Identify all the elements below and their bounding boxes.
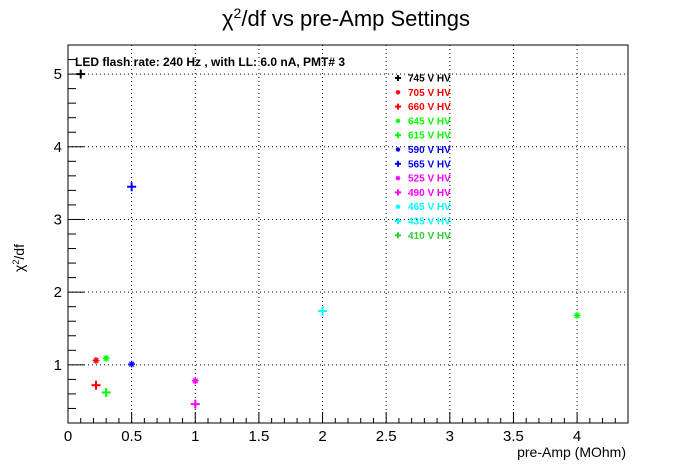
y-tick-label: 1 (54, 357, 62, 374)
x-axis-title: pre-Amp (MOhm) (517, 444, 626, 460)
data-point (573, 312, 581, 319)
legend-entry: 465 V HV (395, 202, 451, 213)
data-point-d2 (192, 378, 199, 384)
legend-marker (395, 218, 401, 224)
legend: 745 V HV 705 V HV 660 V HV 645 V HV 615 V HV… (395, 74, 451, 242)
legend-entry: 525 V HV (395, 174, 451, 185)
legend-label: 705 V HV (408, 88, 451, 99)
data-point (91, 380, 101, 390)
plot-area-frame (67, 44, 629, 424)
legend-label: 590 V HV (408, 145, 451, 156)
legend-label: 615 V HV (408, 131, 451, 142)
legend-entry: 660 V HV (395, 102, 451, 113)
y-tick-label: 2 (54, 284, 62, 301)
legend-entry: 590 V HV (395, 145, 451, 156)
data-point (102, 354, 110, 362)
chart-title: χ2/df vs pre-Amp Settings (222, 5, 470, 31)
legend-label: 525 V HV (408, 174, 451, 185)
data-point (318, 306, 328, 316)
legend-entry: 745 V HV (395, 74, 451, 85)
legend-marker (395, 118, 401, 124)
legend-entry: 705 V HV (395, 88, 451, 99)
x-tick-label: 1.5 (248, 428, 269, 445)
legend-marker (395, 75, 401, 81)
y-tick-label: 3 (54, 211, 62, 228)
data-point-d2 (103, 355, 109, 362)
legend-label: 565 V HV (408, 159, 451, 170)
data-point-d2 (128, 361, 135, 367)
data-point (101, 387, 111, 397)
x-tick-label: 2.5 (376, 428, 397, 445)
data-point (76, 69, 86, 79)
data-point-d2 (574, 312, 580, 319)
legend-marker (395, 90, 401, 95)
data-points (76, 69, 581, 409)
legend-marker (395, 232, 401, 239)
legend-marker-d2 (396, 176, 400, 181)
legend-label: 435 V HV (408, 217, 451, 228)
data-point (190, 399, 200, 409)
legend-label: 645 V HV (408, 116, 451, 127)
data-point (128, 360, 136, 368)
y-axis-title-chi: χ (11, 264, 27, 272)
legend-marker (395, 204, 401, 209)
data-point (127, 182, 137, 192)
legend-label: 745 V HV (408, 74, 451, 85)
legend-entry: 645 V HV (395, 116, 451, 127)
legend-entry: 435 V HV (395, 217, 451, 228)
chart-title-chi: χ (222, 6, 234, 31)
legend-marker-d2 (396, 118, 400, 123)
y-tick-label: 5 (54, 66, 62, 83)
legend-label: 490 V HV (408, 188, 451, 199)
y-axis-title: χ2/df (11, 244, 27, 272)
legend-label: 410 V HV (408, 231, 451, 242)
y-tick-label: 4 (54, 139, 62, 156)
data-point-d2 (93, 357, 99, 364)
legend-marker (395, 189, 401, 196)
legend-entry: 565 V HV (395, 159, 451, 170)
legend-entry: 490 V HV (395, 188, 451, 199)
y-axis-title-rest: /df (11, 244, 27, 260)
axis-ticks: 0 0.5 1 1.5 2 2.5 3 3.5 4 1 2 3 4 5 (54, 44, 616, 445)
x-tick-label: 1 (191, 428, 199, 445)
x-tick-label: 4 (573, 428, 581, 445)
legend-marker-d2 (396, 147, 400, 152)
legend-marker (395, 175, 401, 181)
data-point (191, 377, 199, 385)
legend-label: 465 V HV (408, 202, 451, 213)
x-tick-label: 0 (64, 428, 72, 445)
chart-title-rest: /df vs pre-Amp Settings (241, 6, 470, 31)
data-point (92, 357, 100, 364)
x-tick-label: 3 (446, 428, 454, 445)
legend-marker (395, 147, 401, 152)
legend-marker (395, 103, 401, 110)
x-tick-label: 3.5 (503, 428, 524, 445)
legend-marker (395, 132, 401, 139)
grid-lines (68, 45, 628, 423)
y-axis-title-sup: 2 (11, 260, 21, 265)
legend-marker-d2 (396, 90, 400, 95)
legend-label: 660 V HV (408, 102, 451, 113)
x-tick-label: 2 (318, 428, 326, 445)
x-tick-label: 0.5 (121, 428, 142, 445)
legend-entry: 410 V HV (395, 231, 451, 242)
chart-title-sup: 2 (234, 5, 242, 21)
legend-marker-d2 (396, 204, 400, 209)
legend-marker (395, 160, 401, 167)
legend-entry: 615 V HV (395, 131, 451, 142)
plot-annotation: LED flash rate: 240 Hz , with LL: 6.0 nA… (75, 55, 345, 69)
